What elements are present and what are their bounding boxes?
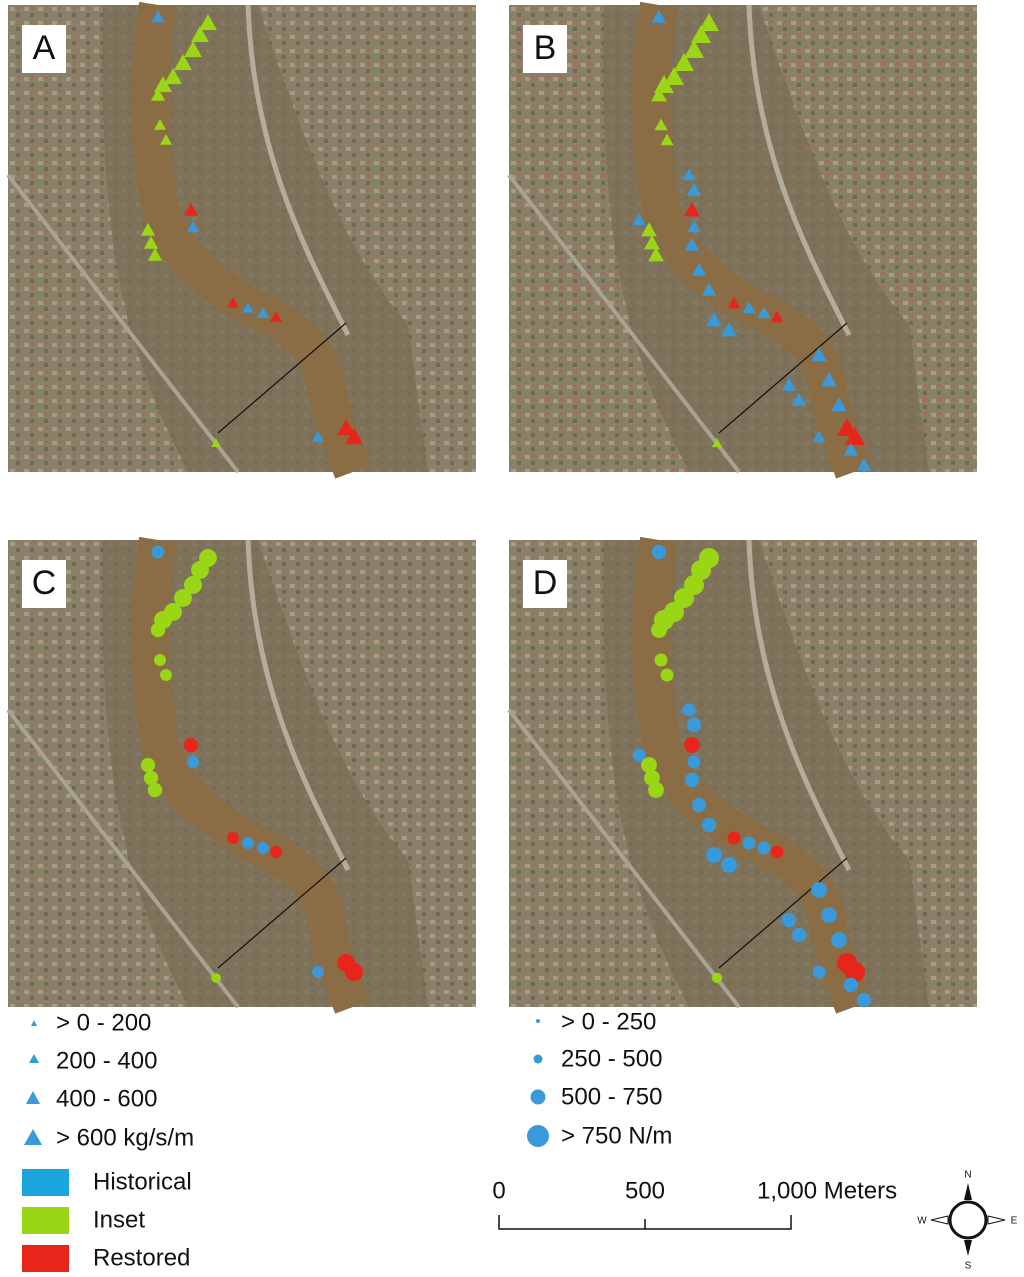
- map-marker: [633, 749, 646, 762]
- map-marker: [782, 913, 796, 927]
- legend-label: 250 - 500: [561, 1045, 662, 1072]
- map-marker: [270, 846, 282, 858]
- panel-label: D: [533, 564, 558, 602]
- legend-label: 500 - 750: [561, 1083, 662, 1110]
- map-marker: [758, 842, 771, 855]
- legend-label: 200 - 400: [56, 1047, 157, 1074]
- compass-point: [931, 1216, 948, 1224]
- compass-point: [988, 1216, 1005, 1224]
- map-marker: [160, 669, 172, 681]
- map-panel: C: [8, 540, 476, 1007]
- map-marker: [706, 847, 722, 863]
- compass-point: [964, 1183, 972, 1200]
- map-marker: [813, 966, 826, 979]
- panel-label: B: [534, 29, 557, 67]
- map-marker: [151, 545, 164, 558]
- map-marker: [651, 622, 667, 638]
- map-marker: [771, 846, 784, 859]
- map-panel: A: [8, 5, 476, 472]
- map-marker: [688, 756, 701, 769]
- legend-class: Historical Inset Restored: [22, 1168, 192, 1272]
- compass-point: [964, 1240, 972, 1256]
- legend-label: Inset: [93, 1206, 145, 1233]
- map-marker: [151, 623, 165, 637]
- legend-symbol: [31, 1020, 37, 1026]
- legend-symbol: [531, 1090, 546, 1105]
- legend-label: Restored: [93, 1244, 190, 1271]
- map-marker: [184, 738, 198, 752]
- map-marker: [148, 783, 162, 797]
- map-marker: [655, 654, 668, 667]
- panel-label: C: [32, 564, 57, 602]
- map-marker: [242, 837, 254, 849]
- map-marker: [211, 973, 221, 983]
- compass-label: S: [965, 1261, 972, 1272]
- map-marker: [141, 758, 155, 772]
- map-marker: [702, 818, 716, 832]
- legend-symbol: [26, 1091, 40, 1104]
- map-marker: [844, 978, 858, 992]
- map-panel: D: [509, 540, 977, 1007]
- map-marker: [685, 773, 699, 787]
- map-marker: [661, 669, 674, 682]
- compass-label: W: [917, 1216, 927, 1227]
- legend-label: > 0 - 250: [561, 1008, 656, 1035]
- legend-swatch: [22, 1245, 69, 1272]
- panel-label: A: [33, 29, 56, 67]
- legend-discharge: > 0 - 200 200 - 400 400 - 600 > 600 kg/s…: [24, 1009, 194, 1151]
- compass-label: E: [1011, 1216, 1018, 1227]
- map-marker: [652, 545, 666, 559]
- scale-label: 1,000 Meters: [757, 1177, 897, 1204]
- legend-symbol: [24, 1129, 42, 1145]
- figure: A B C D > 0 - 200 200 - 400 400 - 600 > 600…: [0, 0, 1024, 1277]
- map-marker: [692, 798, 706, 812]
- map-marker: [187, 756, 199, 768]
- map-marker: [831, 932, 847, 948]
- legend-label: > 750 N/m: [561, 1122, 672, 1149]
- compass-ring: [950, 1202, 986, 1238]
- map-marker: [154, 654, 166, 666]
- panels: A B C D: [8, 5, 977, 1007]
- legend-swatch: [22, 1169, 69, 1196]
- map-marker: [821, 907, 837, 923]
- scale-label: 500: [625, 1177, 665, 1204]
- map-marker: [684, 737, 700, 753]
- map-marker: [648, 782, 664, 798]
- compass: N S W E: [917, 1170, 1017, 1272]
- map-marker: [728, 832, 741, 845]
- legend-label: Historical: [93, 1168, 192, 1195]
- map-marker: [687, 718, 701, 732]
- scale-label: 0: [492, 1177, 505, 1204]
- scale-bar: 0 500 1,000 Meters: [492, 1177, 897, 1229]
- compass-label: N: [964, 1170, 971, 1181]
- legend-symbol: [534, 1055, 543, 1064]
- map-marker: [792, 928, 806, 942]
- map-marker: [811, 882, 827, 898]
- legend-label: > 600 kg/s/m: [56, 1124, 194, 1151]
- map-marker: [257, 842, 269, 854]
- map-marker: [227, 832, 239, 844]
- legend-symbol: [536, 1019, 540, 1023]
- legend-power: > 0 - 250 250 - 500 500 - 750 > 750 N/m: [527, 1008, 672, 1149]
- map-marker: [721, 857, 737, 873]
- legend-symbol: [527, 1125, 549, 1147]
- legend-symbol: [29, 1054, 39, 1063]
- legend-label: 400 - 600: [56, 1085, 157, 1112]
- legend-label: > 0 - 200: [56, 1009, 151, 1036]
- map-marker: [345, 963, 363, 981]
- map-marker: [857, 993, 871, 1007]
- map-marker: [743, 837, 756, 850]
- map-panel: B: [509, 5, 977, 472]
- map-marker: [712, 973, 722, 983]
- map-marker: [683, 704, 696, 717]
- legend-swatch: [22, 1207, 69, 1234]
- map-marker: [312, 966, 324, 978]
